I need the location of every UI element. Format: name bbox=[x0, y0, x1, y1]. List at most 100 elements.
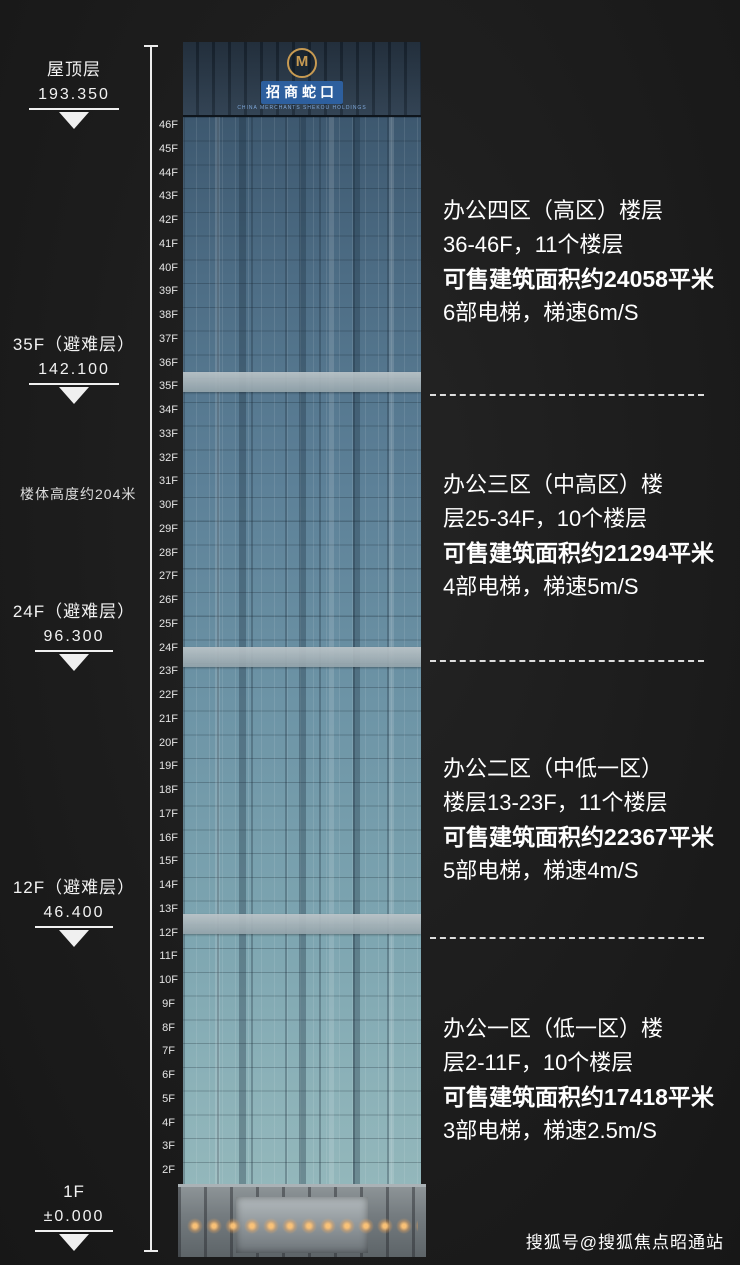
zone-elevators: 6部电梯，梯速6m/S bbox=[443, 300, 639, 325]
watermark: 搜狐号@搜狐焦点昭通站 bbox=[525, 1233, 724, 1252]
floor-label: 12F bbox=[159, 926, 178, 939]
floor-label: 19F bbox=[159, 760, 178, 773]
marker-label: 35F（避难层） bbox=[12, 335, 136, 354]
zone-line1: 办公四区（高区）楼层 bbox=[443, 198, 664, 223]
zone-annotation-low: 办公一区（低一区）楼 层2-11F，10个楼层 可售建筑面积约17418平米 3… bbox=[443, 1012, 729, 1148]
floor-label: 10F bbox=[159, 974, 178, 986]
floor-label: 15F bbox=[159, 855, 178, 868]
refuge-floor-band-24f bbox=[183, 647, 421, 667]
zone-area: 可售建筑面积约24058平米 bbox=[443, 266, 714, 292]
floor-label: 20F bbox=[159, 736, 178, 749]
floor-label: 27F bbox=[159, 570, 178, 583]
floor-label: 40F bbox=[159, 261, 178, 274]
marker-value: 142.100 bbox=[29, 361, 119, 385]
zone-line2: 层25-34F，10个楼层 bbox=[443, 506, 648, 531]
building-crown: M 招商蛇口 CHINA MERCHANTS SHEKOU HOLDINGS bbox=[183, 42, 421, 117]
elevation-marker-1f: 1F ±0.000 bbox=[16, 1182, 132, 1251]
floor-label: 33F bbox=[159, 427, 178, 440]
zone-area: 可售建筑面积约21294平米 bbox=[443, 540, 714, 566]
floor-label: 22F bbox=[159, 689, 178, 701]
zone-elevators: 3部电梯，梯速2.5m/S bbox=[443, 1118, 657, 1143]
elevation-marker-12f: 12F（避难层） 46.400 bbox=[6, 873, 142, 947]
floor-label: 18F bbox=[159, 784, 178, 796]
floor-label: 3F bbox=[162, 1140, 175, 1153]
zone-separator-24f bbox=[430, 660, 704, 662]
floor-label: 35F bbox=[159, 380, 178, 393]
floor-label: 6F bbox=[162, 1069, 175, 1081]
refuge-floor-band-35f bbox=[183, 372, 421, 392]
floor-label: 17F bbox=[159, 807, 178, 820]
floor-label: 11F bbox=[159, 950, 178, 963]
floor-label: 34F bbox=[159, 404, 178, 416]
zone-annotation-mid-low: 办公二区（中低一区） 楼层13-23F，11个楼层 可售建筑面积约22367平米… bbox=[443, 752, 729, 888]
floor-label: 7F bbox=[162, 1045, 175, 1058]
zone-annotation-high: 办公四区（高区）楼层 36-46F，11个楼层 可售建筑面积约24058平米 6… bbox=[443, 194, 729, 330]
podium-lights bbox=[186, 1213, 418, 1239]
zone-annotation-mid-high: 办公三区（中高区）楼 层25-34F，10个楼层 可售建筑面积约21294平米 … bbox=[443, 468, 729, 604]
elevation-marker-35f: 35F（避难层） 142.100 bbox=[6, 330, 142, 404]
down-triangle-icon bbox=[59, 654, 89, 671]
building-height-note: 楼体高度约204米 bbox=[20, 486, 137, 502]
building-podium bbox=[178, 1184, 426, 1257]
refuge-floor-band-12f bbox=[183, 914, 421, 934]
zone-line1: 办公三区（中高区）楼 bbox=[443, 472, 664, 497]
elevation-ruler bbox=[144, 45, 158, 1252]
floor-label: 36F bbox=[159, 356, 178, 369]
floor-label: 13F bbox=[159, 902, 178, 915]
floor-label: 21F bbox=[159, 712, 178, 725]
floor-label: 43F bbox=[159, 190, 178, 203]
floor-label: 31F bbox=[159, 475, 178, 488]
logo-subtext: CHINA MERCHANTS SHEKOU HOLDINGS bbox=[237, 105, 367, 111]
floor-label: 23F bbox=[159, 665, 178, 678]
logo-name: 招商蛇口 bbox=[261, 81, 343, 104]
floor-label: 30F bbox=[159, 499, 178, 511]
floor-label: 24F bbox=[159, 641, 178, 654]
zone-line2: 层2-11F，10个楼层 bbox=[443, 1050, 634, 1075]
floor-label: 44F bbox=[159, 166, 178, 179]
marker-value: 46.400 bbox=[34, 904, 114, 928]
marker-value: 96.300 bbox=[34, 628, 114, 652]
marker-value: 193.350 bbox=[29, 86, 119, 110]
floor-label: 14F bbox=[159, 879, 178, 891]
floor-label: 39F bbox=[159, 285, 178, 298]
marker-value: ±0.000 bbox=[34, 1208, 114, 1232]
elevation-marker-24f: 24F（避难层） 96.300 bbox=[6, 597, 142, 671]
down-triangle-icon bbox=[59, 387, 89, 404]
marker-label: 12F（避难层） bbox=[12, 878, 136, 897]
zone-area: 可售建筑面积约22367平米 bbox=[443, 824, 714, 850]
zone-area: 可售建筑面积约17418平米 bbox=[443, 1084, 714, 1110]
floor-label: 28F bbox=[159, 546, 178, 559]
marker-label: 屋顶层 bbox=[47, 60, 101, 79]
down-triangle-icon bbox=[59, 930, 89, 947]
down-triangle-icon bbox=[59, 1234, 89, 1251]
floor-label: 25F bbox=[159, 617, 178, 630]
zone-line1: 办公一区（低一区）楼 bbox=[443, 1016, 664, 1041]
floor-label: 29F bbox=[159, 522, 178, 535]
marker-label: 24F（避难层） bbox=[12, 602, 136, 621]
building-facade bbox=[183, 117, 421, 1184]
cmsk-logo: M 招商蛇口 CHINA MERCHANTS SHEKOU HOLDINGS bbox=[183, 48, 421, 111]
floor-label: 42F bbox=[159, 214, 178, 226]
floor-label: 32F bbox=[159, 451, 178, 464]
zone-separator-35f bbox=[430, 394, 704, 396]
floor-label: 4F bbox=[162, 1116, 175, 1129]
zone-elevators: 4部电梯，梯速5m/S bbox=[443, 574, 639, 599]
floor-label: 5F bbox=[162, 1092, 175, 1105]
floor-label: 8F bbox=[162, 1021, 175, 1034]
elevation-marker-roof: 屋顶层 193.350 bbox=[16, 55, 132, 129]
zone-elevators: 5部电梯，梯速4m/S bbox=[443, 858, 639, 883]
cmsk-emblem-icon: M bbox=[287, 48, 317, 78]
floor-label: 46F bbox=[159, 119, 178, 131]
floor-label: 37F bbox=[159, 332, 178, 345]
floor-label: 41F bbox=[159, 237, 178, 250]
marker-label: 1F bbox=[63, 1182, 85, 1201]
zone-separator-12f bbox=[430, 937, 704, 939]
floor-label: 45F bbox=[159, 142, 178, 155]
floor-label: 16F bbox=[159, 831, 178, 844]
floor-label: 2F bbox=[162, 1164, 175, 1176]
building-illustration: M 招商蛇口 CHINA MERCHANTS SHEKOU HOLDINGS bbox=[178, 42, 426, 1257]
down-triangle-icon bbox=[59, 112, 89, 129]
zone-line2: 36-46F，11个楼层 bbox=[443, 232, 624, 257]
floor-label: 9F bbox=[162, 997, 175, 1010]
